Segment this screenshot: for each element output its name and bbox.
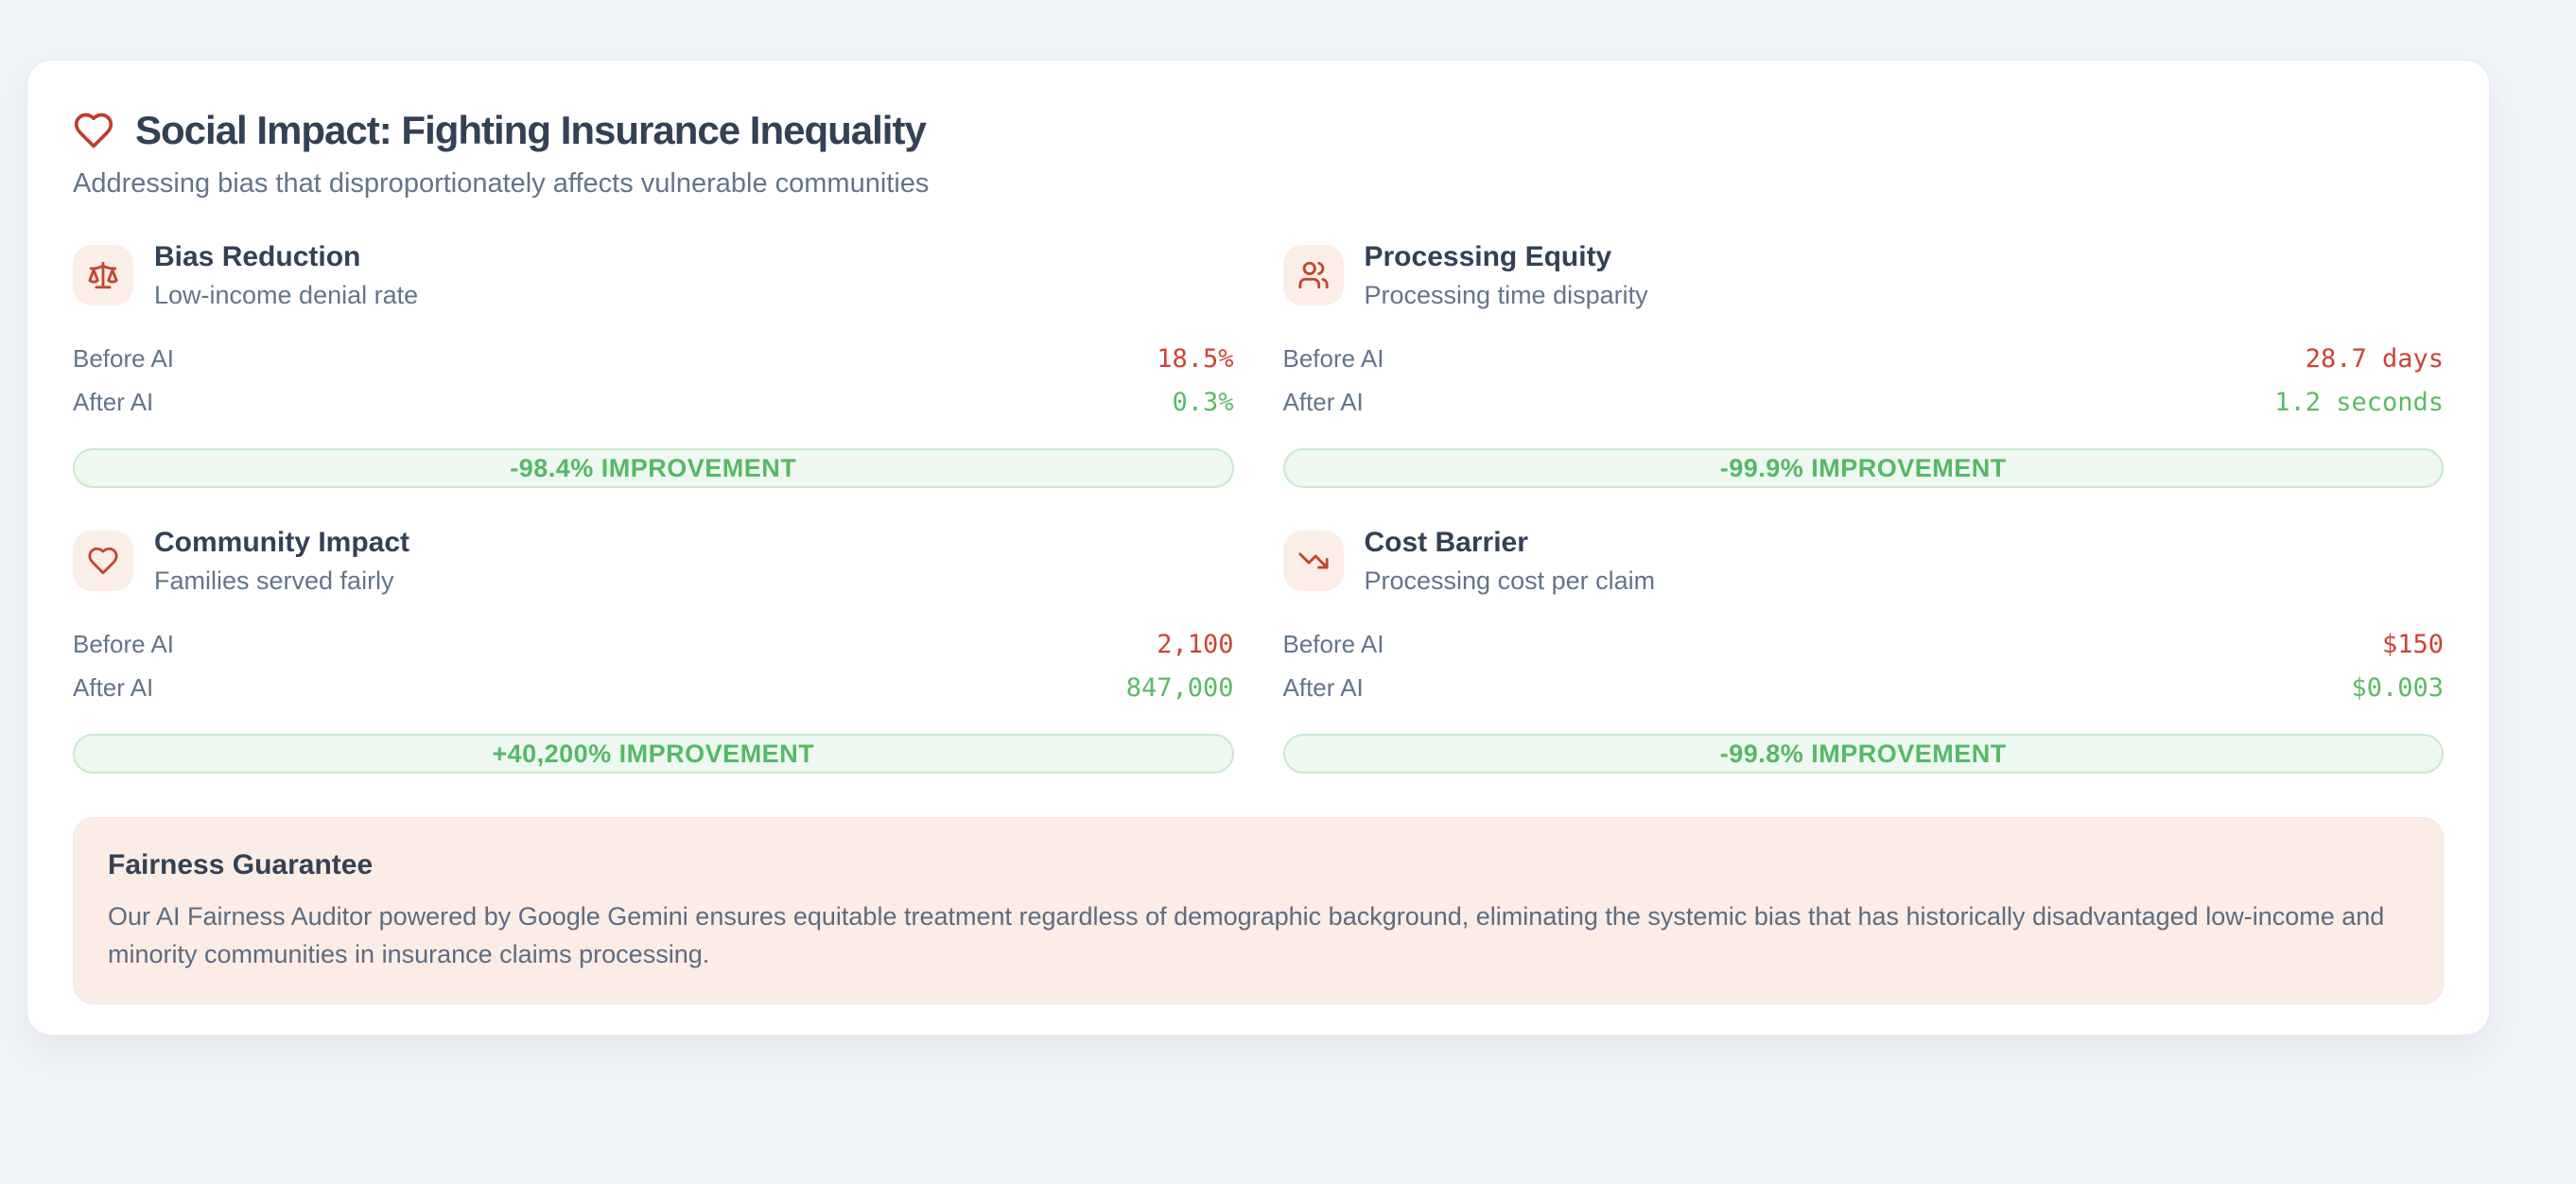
- metric-header: Bias Reduction Low-income denial rate: [73, 240, 1234, 310]
- metric-title: Bias Reduction: [154, 241, 361, 272]
- trending-down-icon: [1297, 552, 1329, 569]
- before-value: 18.5%: [1157, 343, 1234, 374]
- metric-title: Cost Barrier: [1364, 527, 1528, 558]
- metric-rows: Before AI 28.7 days After AI 1.2 seconds: [1283, 337, 2445, 424]
- before-row: Before AI 2,100: [73, 622, 1234, 666]
- fairness-body: Our AI Fairness Auditor powered by Googl…: [108, 902, 2385, 968]
- after-value: 0.3%: [1172, 387, 1234, 417]
- icon-tile: [1282, 531, 1344, 591]
- page-subtitle: Addressing bias that disproportionately …: [73, 168, 930, 199]
- before-row: Before AI $150: [1283, 622, 2445, 666]
- metric-title: Community Impact: [154, 527, 410, 558]
- heart-icon: [73, 110, 114, 151]
- before-label: Before AI: [73, 629, 174, 658]
- metric-community-impact: Community Impact Families served fairly …: [73, 526, 1234, 774]
- after-label: After AI: [73, 387, 154, 416]
- fairness-title: Fairness Guarantee: [108, 849, 374, 880]
- improvement-badge: +40,200% IMPROVEMENT: [73, 734, 1234, 774]
- icon-tile: [1282, 245, 1344, 305]
- before-row: Before AI 28.7 days: [1283, 337, 2445, 380]
- metric-subtitle: Processing cost per claim: [1364, 566, 1656, 595]
- after-label: After AI: [1282, 672, 1364, 702]
- before-label: Before AI: [73, 343, 174, 373]
- before-value: $150: [2381, 629, 2444, 659]
- after-value: 847,000: [1125, 672, 1234, 703]
- icon-tile: [73, 245, 133, 305]
- before-value: 2,100: [1157, 629, 1234, 659]
- metric-rows: Before AI 2,100 After AI 847,000: [73, 622, 1234, 709]
- metric-subtitle: Families served fairly: [154, 566, 394, 595]
- page-title: Social Impact: Fighting Insurance Inequa…: [135, 108, 927, 152]
- before-row: Before AI 18.5%: [73, 337, 1234, 380]
- metric-header: Cost Barrier Processing cost per claim: [1282, 526, 2445, 596]
- social-impact-card: Social Impact: Fighting Insurance Inequa…: [26, 60, 2490, 1036]
- after-value: $0.003: [2351, 672, 2444, 703]
- metric-bias-reduction: Bias Reduction Low-income denial rate Be…: [73, 240, 1234, 488]
- users-icon: [1297, 261, 1329, 289]
- metric-subtitle: Low-income denial rate: [154, 281, 419, 309]
- improvement-badge: -99.9% IMPROVEMENT: [1282, 448, 2444, 488]
- card-header: Social Impact: Fighting Insurance Inequa…: [73, 106, 2444, 155]
- heart-icon: [88, 547, 118, 575]
- before-label: Before AI: [1282, 629, 1384, 658]
- metrics-grid: Bias Reduction Low-income denial rate Be…: [73, 240, 2444, 774]
- before-label: Before AI: [1282, 343, 1384, 373]
- metric-rows: Before AI $150 After AI $0.003: [1283, 622, 2445, 709]
- metric-cost-barrier: Cost Barrier Processing cost per claim B…: [1282, 526, 2445, 774]
- icon-tile: [73, 531, 133, 591]
- scale-icon: [88, 261, 118, 289]
- metric-processing-equity: Processing Equity Processing time dispar…: [1282, 240, 2445, 488]
- after-row: After AI 847,000: [73, 666, 1234, 709]
- metric-subtitle: Processing time disparity: [1364, 281, 1648, 309]
- metric-header: Processing Equity Processing time dispar…: [1282, 240, 2445, 310]
- improvement-badge: -99.8% IMPROVEMENT: [1282, 734, 2444, 774]
- fairness-guarantee-box: Fairness Guarantee Our AI Fairness Audit…: [73, 817, 2444, 1004]
- after-label: After AI: [1282, 387, 1364, 416]
- metric-rows: Before AI 18.5% After AI 0.3%: [73, 337, 1234, 424]
- metric-header: Community Impact Families served fairly: [73, 526, 1234, 596]
- after-row: After AI $0.003: [1283, 666, 2445, 709]
- improvement-badge: -98.4% IMPROVEMENT: [73, 448, 1234, 488]
- after-label: After AI: [73, 672, 154, 702]
- before-value: 28.7 days: [2305, 343, 2444, 374]
- after-value: 1.2 seconds: [2274, 387, 2444, 417]
- after-row: After AI 0.3%: [73, 380, 1234, 424]
- metric-title: Processing Equity: [1364, 241, 1612, 272]
- after-row: After AI 1.2 seconds: [1283, 380, 2445, 424]
